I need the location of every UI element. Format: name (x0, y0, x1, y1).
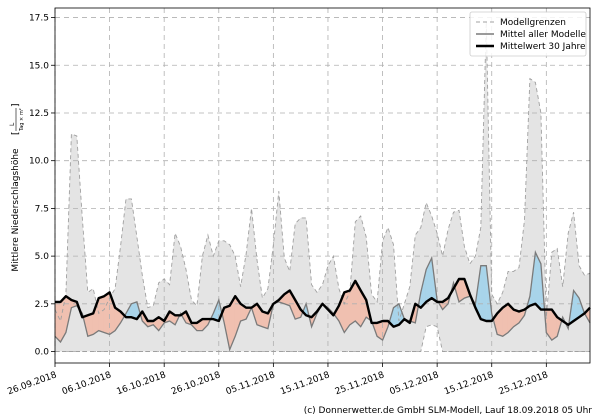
x-tick-label: 16.10.2018 (116, 370, 168, 397)
y-axis-label-unit-open: [ (11, 131, 21, 135)
below-normal-fill (502, 303, 509, 337)
model-range-area (55, 21, 590, 352)
below-normal-fill (54, 301, 61, 343)
series-line-modellgrenzen-upper (54, 21, 591, 323)
x-tick-label: 06.10.2018 (61, 370, 113, 397)
y-tick-label: 2.5 (35, 300, 49, 310)
x-tick-label: 25.12.2018 (498, 370, 550, 397)
legend-label: Mittelwert 30 Jahre (500, 42, 586, 52)
x-axis-ticks: 26.09.2018 06.10.2018 16.10.2018 26.10.2018… (6, 363, 550, 397)
y-tick-label: 7.5 (35, 204, 49, 214)
series-line-modellgrenzen-lower (55, 324, 590, 352)
y-axis-label-unit-close: ] (11, 103, 21, 107)
below-normal-fill (103, 292, 110, 335)
y-axis-label-text: Mittlere Niederschlagshöhe (11, 148, 21, 272)
series-lines (54, 21, 591, 352)
x-tick-label: 05.11.2018 (225, 370, 277, 397)
above-normal-fill (480, 265, 487, 322)
legend-label: Modellgrenzen (500, 18, 566, 28)
y-tick-label: 12.5 (29, 109, 49, 119)
below-normal-fill (98, 295, 105, 333)
legend: Modellgrenzen Mittel aller Modelle Mittelw… (469, 11, 587, 57)
copyright-footer: (c) Donnerwetter.de GmbH SLM-Modell, Lau… (303, 406, 592, 416)
x-tick-label: 26.09.2018 (6, 370, 58, 397)
y-tick-label: 17.5 (29, 14, 49, 24)
model-range-band (55, 21, 590, 352)
y-axis-ticks: 0.0 2.5 5.0 7.5 10.0 12.5 15.0 17.5 (29, 14, 55, 358)
x-tick-label: 26.10.2018 (170, 370, 222, 397)
plot-frame (54, 7, 591, 364)
y-tick-label: 15.0 (29, 61, 49, 71)
legend-box (469, 11, 587, 57)
y-axis-unit-denominator: Tag × m² (19, 108, 25, 132)
series-line-mittelwert-30-jahre (55, 277, 591, 328)
y-axis-unit-numerator: L (9, 122, 16, 126)
x-tick-label: 05.12.2018 (388, 370, 440, 397)
x-tick-label: 15.12.2018 (443, 370, 495, 397)
x-tick-label: 25.11.2018 (334, 370, 386, 397)
y-tick-label: 10.0 (29, 157, 49, 167)
y-tick-label: 5.0 (35, 252, 50, 262)
y-axis-label: Mittlere Niederschlagshöhe [ L Tag × m² … (9, 103, 25, 271)
x-tick-label: 15.11.2018 (279, 370, 331, 397)
below-normal-fill (87, 313, 94, 337)
y-tick-label: 0.0 (35, 348, 50, 358)
legend-label: Mittel aller Modelle (500, 30, 586, 40)
